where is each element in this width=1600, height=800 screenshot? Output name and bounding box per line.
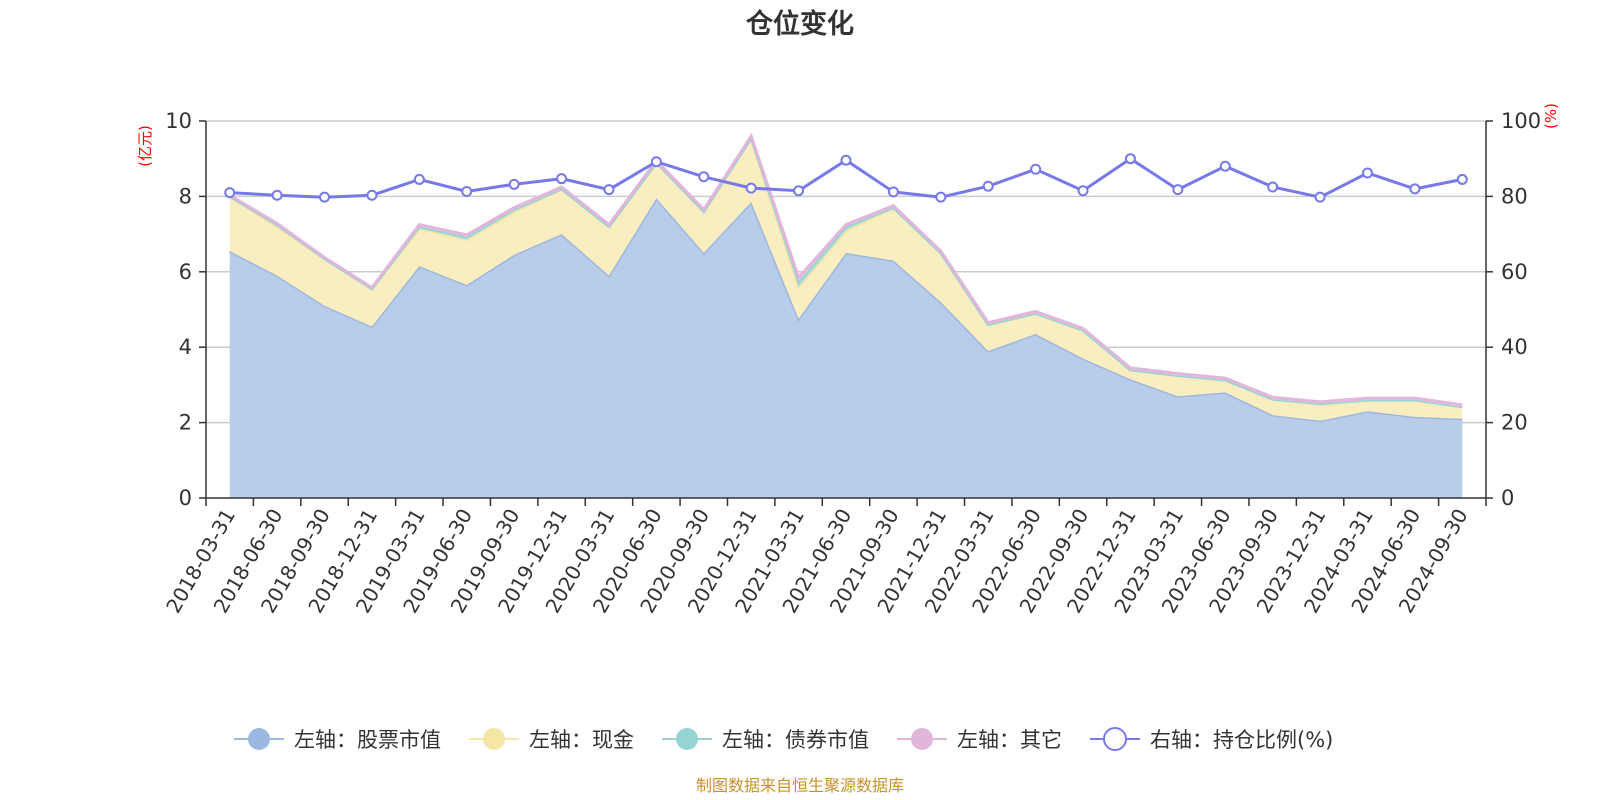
- legend-marker: [911, 728, 933, 750]
- ratio-point[interactable]: [603, 184, 615, 196]
- legend-item[interactable]: 右轴：持仓比例(%): [1090, 727, 1333, 752]
- ratio-point[interactable]: [1077, 185, 1089, 197]
- legend-label: 左轴：股票市值: [294, 728, 441, 752]
- right-axis-tick-label: 60: [1501, 260, 1528, 284]
- ratio-point[interactable]: [698, 171, 710, 183]
- ratio-point[interactable]: [840, 154, 852, 166]
- left-axis-tick-label: 2: [179, 411, 192, 435]
- ratio-point[interactable]: [745, 182, 757, 194]
- legend-item[interactable]: 左轴：其它: [897, 728, 1062, 752]
- legend-item[interactable]: 左轴：股票市值: [234, 728, 441, 752]
- legend-item[interactable]: 左轴：现金: [469, 728, 634, 752]
- ratio-point[interactable]: [413, 173, 425, 185]
- left-axis-tick-label: 8: [179, 184, 192, 208]
- legend: 左轴：股票市值 左轴：现金 左轴：债券市值 左轴：其它 右轴：持仓比例(%): [234, 727, 1333, 752]
- left-axis-unit: (亿元): [136, 125, 154, 167]
- left-axis-tick-label: 4: [179, 335, 192, 359]
- ratio-point[interactable]: [1361, 167, 1373, 179]
- stacked-areas: [228, 132, 1463, 499]
- legend-label: 左轴：其它: [957, 728, 1062, 752]
- ratio-line: [224, 153, 1468, 203]
- legend-label: 左轴：现金: [529, 728, 634, 752]
- ratio-point[interactable]: [461, 185, 473, 197]
- data-source-note: 制图数据来自恒生聚源数据库: [696, 776, 904, 795]
- legend-marker: [1103, 727, 1127, 751]
- ratio-point[interactable]: [1030, 163, 1042, 175]
- right-axis-tick-label: 80: [1501, 184, 1528, 208]
- legend-label: 右轴：持仓比例(%): [1150, 728, 1333, 752]
- ratio-point[interactable]: [982, 180, 994, 192]
- ratio-point[interactable]: [1267, 181, 1279, 193]
- ratio-point[interactable]: [1314, 191, 1326, 203]
- legend-marker: [248, 728, 270, 750]
- ratio-point[interactable]: [1409, 183, 1421, 195]
- left-axis-tick-label: 0: [179, 486, 192, 510]
- ratio-point[interactable]: [366, 189, 378, 201]
- ratio-point[interactable]: [887, 186, 899, 198]
- chart-title: 仓位变化: [745, 8, 854, 40]
- legend-label: 左轴：债券市值: [722, 728, 869, 752]
- left-axis-tick-label: 6: [179, 260, 192, 284]
- legend-marker: [483, 728, 505, 750]
- ratio-point[interactable]: [556, 173, 568, 185]
- area-edge-左轴：其它: [228, 132, 1463, 407]
- ratio-point[interactable]: [1124, 153, 1136, 165]
- ratio-point[interactable]: [319, 191, 331, 203]
- ratio-point[interactable]: [508, 178, 520, 190]
- legend-item[interactable]: 左轴：债券市值: [662, 728, 869, 752]
- legend-marker: [676, 728, 698, 750]
- ratio-point[interactable]: [224, 187, 236, 199]
- ratio-point[interactable]: [271, 189, 283, 201]
- right-axis-tick-label: 100: [1501, 109, 1541, 133]
- left-axis-tick-label: 10: [165, 109, 192, 133]
- right-axis-tick-label: 20: [1501, 411, 1528, 435]
- ratio-point[interactable]: [650, 156, 662, 168]
- right-axis-tick-label: 40: [1501, 335, 1528, 359]
- right-axis-unit: (%): [1542, 103, 1560, 129]
- area-左轴：股票市值: [229, 198, 1463, 499]
- ratio-point[interactable]: [935, 191, 947, 203]
- ratio-point[interactable]: [1172, 184, 1184, 196]
- ratio-point[interactable]: [1456, 173, 1468, 185]
- right-axis-tick-label: 0: [1501, 486, 1514, 510]
- area-左轴：现金: [229, 138, 1463, 421]
- ratio-point[interactable]: [793, 185, 805, 197]
- ratio-point[interactable]: [1219, 160, 1231, 172]
